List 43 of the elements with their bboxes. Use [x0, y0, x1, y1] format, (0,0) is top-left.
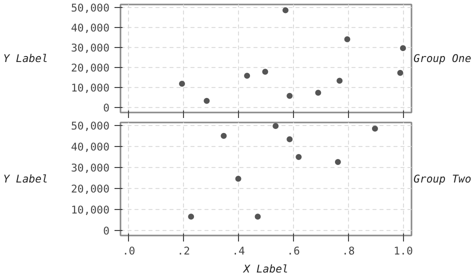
point: [286, 136, 293, 142]
x-tick-label: .2: [177, 244, 190, 258]
point: [188, 214, 194, 220]
y-tick-label: 40,000: [71, 22, 110, 34]
point: [344, 36, 350, 42]
x-tick-label: 1.0: [394, 244, 413, 258]
y-tick-label: 10,000: [71, 82, 110, 94]
y-tick-label: 20,000: [71, 62, 110, 74]
y-tick-label: 40,000: [71, 140, 110, 154]
point: [397, 70, 404, 76]
point: [372, 126, 378, 132]
point: [282, 7, 288, 14]
x-axis-title: X Label: [242, 262, 288, 276]
y-tick-label: 0: [103, 224, 110, 238]
point: [315, 90, 322, 96]
point: [235, 176, 242, 182]
y-tick-label: 30,000: [71, 161, 110, 174]
y-tick-label: 0: [103, 102, 110, 114]
x-tick-label: .6: [287, 244, 300, 258]
point: [178, 80, 185, 87]
y-tick-label: 10,000: [71, 203, 110, 216]
point: [244, 72, 250, 79]
point: [336, 78, 343, 84]
point: [204, 98, 210, 104]
y-tick-label: 20,000: [71, 182, 110, 196]
y-axis-title: Y Label: [3, 52, 48, 65]
point: [296, 154, 302, 160]
y-tick-label: 50,000: [71, 120, 110, 133]
point: [262, 68, 268, 75]
y-tick-label: 50,000: [71, 2, 110, 14]
y-tick-label: 30,000: [71, 42, 110, 54]
x-tick-label: .8: [342, 244, 355, 258]
y2-axis-title: Group Two: [414, 172, 472, 186]
point: [286, 92, 293, 99]
point: [334, 159, 341, 166]
y2-axis-title: Group One: [414, 52, 472, 65]
point: [254, 214, 261, 220]
point: [220, 132, 227, 139]
y-axis-title: Y Label: [3, 172, 48, 186]
point: [272, 123, 279, 130]
point: [400, 45, 406, 52]
x-tick-label: .4: [232, 244, 245, 258]
x-tick-label: .0: [122, 244, 136, 258]
